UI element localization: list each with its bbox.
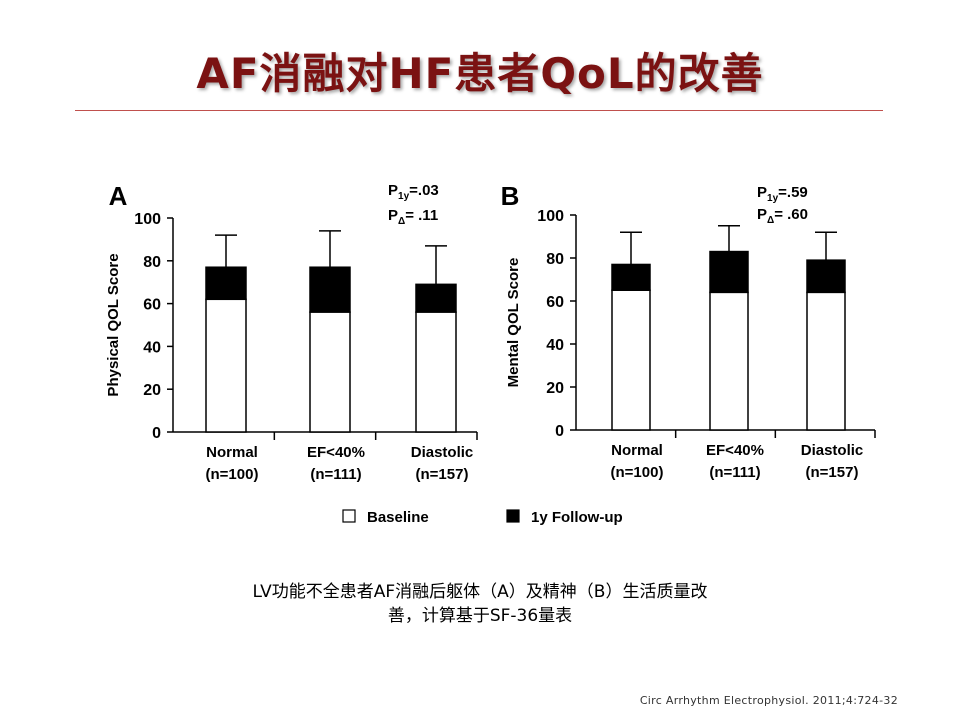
panel-b-bar-followup bbox=[611, 263, 651, 292]
panel-b-category-label: Diastolic bbox=[801, 442, 864, 459]
panel-b-bar-baseline bbox=[709, 291, 749, 431]
panel-b-y-tick-label: 60 bbox=[546, 294, 564, 311]
panel-b-bar-followup bbox=[709, 250, 749, 294]
panel-a-y-axis-title: Physical QOL Score bbox=[105, 253, 122, 396]
panel-a-y-tick-label: 0 bbox=[152, 425, 161, 442]
panel-a-bar-baseline bbox=[205, 298, 247, 433]
panel-a-category-label: Diastolic bbox=[411, 444, 474, 461]
panel-a-bar-followup bbox=[415, 283, 457, 313]
slide-caption: LV功能不全患者AF消融后躯体（A）及精神（B）生活质量改 善，计算基于SF-3… bbox=[180, 580, 780, 628]
panel-b-p-value: P1y=.59 bbox=[757, 184, 808, 204]
legend-label: Baseline bbox=[367, 509, 429, 526]
legend-swatch bbox=[506, 509, 520, 523]
panel-a-y-tick-label: 60 bbox=[143, 297, 161, 314]
panel-a-y-tick-label: 100 bbox=[134, 211, 161, 228]
panel-a-label: A bbox=[109, 181, 128, 211]
panel-b-bar-baseline bbox=[611, 289, 651, 431]
panel-b-y-axis-title: Mental QOL Score bbox=[505, 258, 522, 388]
panel-a-bar-followup bbox=[309, 266, 351, 313]
panel-a-y-tick-label: 20 bbox=[143, 382, 161, 399]
title-divider bbox=[75, 110, 883, 111]
legend-swatch bbox=[342, 509, 356, 523]
panel-a-bar-baseline bbox=[415, 311, 457, 433]
panel-b-y-tick-label: 80 bbox=[546, 251, 564, 268]
legend-label: 1y Follow-up bbox=[531, 509, 623, 526]
panel-a-p-value: P1y=.03 bbox=[388, 182, 439, 202]
panel-a-category-n: (n=157) bbox=[416, 466, 469, 483]
panel-a-category-n: (n=100) bbox=[206, 466, 259, 483]
panel-b-bar-followup bbox=[806, 259, 846, 294]
panel-b-category-label: EF<40% bbox=[706, 442, 764, 459]
panel-a-y-tick-label: 80 bbox=[143, 254, 161, 271]
caption-line-1: LV功能不全患者AF消融后躯体（A）及精神（B）生活质量改 bbox=[252, 582, 708, 602]
panel-b-y-tick-label: 100 bbox=[537, 208, 564, 225]
panel-a-category-n: (n=111) bbox=[310, 466, 361, 483]
panel-a-category-label: EF<40% bbox=[307, 444, 365, 461]
panel-b-y-tick-label: 0 bbox=[555, 423, 564, 440]
caption-line-2: 善，计算基于SF-36量表 bbox=[387, 606, 573, 626]
panel-a-y-tick-label: 40 bbox=[143, 339, 161, 356]
slide-title: AF消融对HF患者QoL的改善 bbox=[196, 49, 764, 98]
panel-b-bar-baseline bbox=[806, 291, 846, 431]
panel-b-category-n: (n=100) bbox=[611, 464, 664, 481]
panel-b-category-n: (n=157) bbox=[806, 464, 859, 481]
panel-b-category-n: (n=111) bbox=[709, 464, 760, 481]
panel-a-bar-followup bbox=[205, 266, 247, 301]
panel-b-category-label: Normal bbox=[611, 442, 663, 459]
citation: Circ Arrhythm Electrophysiol. 2011;4:724… bbox=[639, 694, 898, 707]
panel-b-y-tick-label: 20 bbox=[546, 380, 564, 397]
panel-a-bar-baseline bbox=[309, 311, 351, 433]
panel-b-p-value: PΔ= .60 bbox=[757, 206, 808, 226]
panel-a-p-value: PΔ= .11 bbox=[388, 207, 438, 227]
panel-a-category-label: Normal bbox=[206, 444, 258, 461]
panel-b-y-tick-label: 40 bbox=[546, 337, 564, 354]
panel-b-label: B bbox=[501, 181, 520, 211]
